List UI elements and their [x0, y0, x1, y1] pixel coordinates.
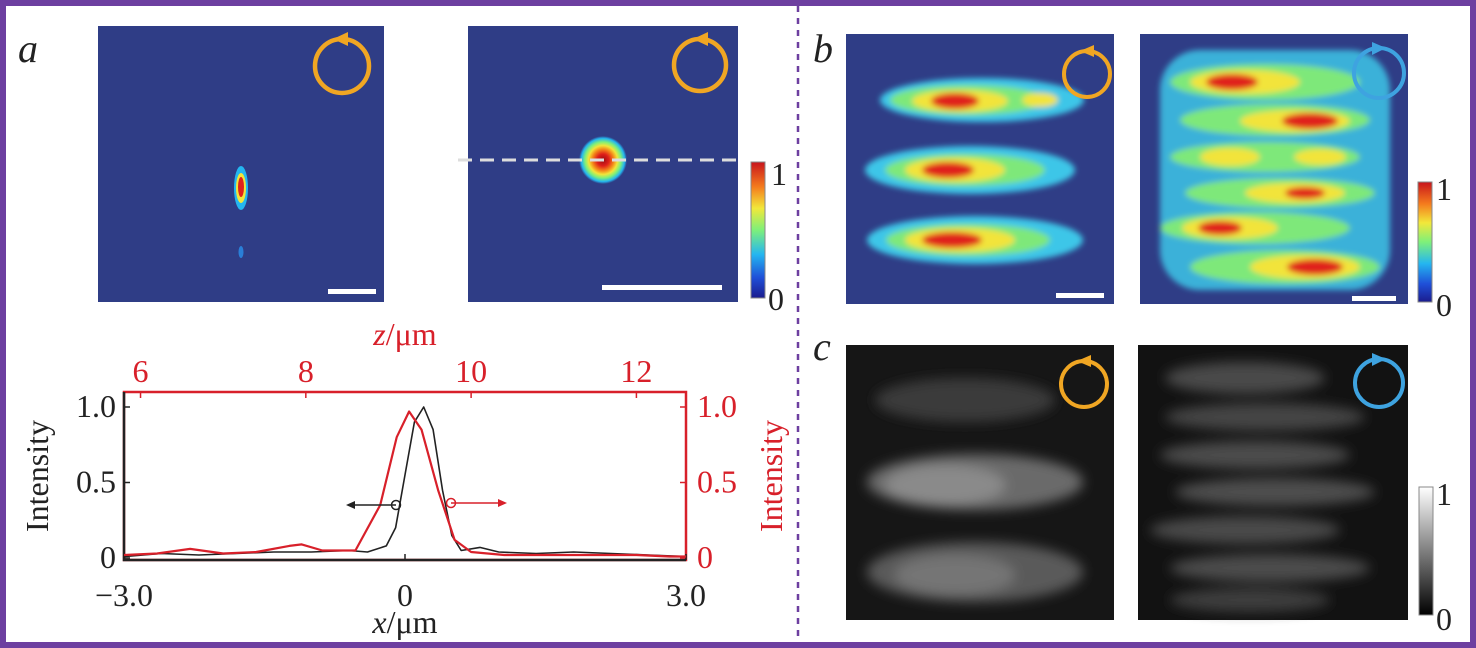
bottom-axis-label: x/μm: [371, 604, 437, 640]
right-axis-label: Intensity: [753, 420, 789, 532]
image-c1: [846, 345, 1114, 620]
line-chart: z/μm 6 8 10 12 1.00.50 1.00.50 −3.0 0 3.0 Int…: [19, 316, 789, 640]
top-tick-label: 12: [620, 353, 652, 389]
right-tick-label: 1.0: [697, 388, 737, 424]
panel-label-b: b: [813, 26, 833, 71]
colorbar-min-label: 0: [1436, 287, 1452, 323]
left-handed-circular-icon: [671, 32, 729, 94]
left-tick-label: 0: [100, 539, 116, 575]
top-tick-labels: 6 8 10 12: [133, 353, 652, 398]
series-line-red: [123, 410, 686, 558]
top-tick-label: 10: [455, 353, 487, 389]
left-handed-circular-icon: [312, 32, 372, 96]
colorbar-max-label: 1: [1436, 171, 1452, 207]
left-tick-label: 1.0: [76, 388, 116, 424]
black-axis-indicator: [346, 499, 402, 511]
image-c2: [1138, 345, 1408, 620]
panel-label-a: a: [18, 26, 38, 71]
panel-label-c: c: [813, 324, 831, 369]
bottom-tick-label: 0: [397, 577, 413, 613]
bottom-tick-label: −3.0: [95, 577, 153, 613]
right-tick-label: 0: [697, 539, 713, 575]
map-a2: [458, 26, 738, 302]
map-b2: [1140, 34, 1408, 304]
colorbar-max-label: 1: [771, 156, 787, 192]
scale-bar: [1352, 296, 1396, 301]
series-line-black: [123, 406, 687, 558]
colorbar-min-label: 0: [768, 281, 784, 317]
left-handed-circular-icon: [1059, 355, 1109, 409]
left-tick-labels: 1.0 0.5 0: [76, 388, 130, 575]
top-axis-label: z/μm: [372, 316, 437, 352]
colorbar-min-label: 0: [1436, 601, 1452, 637]
left-handed-circular-icon: [1062, 45, 1112, 99]
right-tick-labels: 1.0 0.5 0: [680, 388, 737, 575]
red-axis-indicator: [445, 497, 507, 509]
left-tick-label: 0.5: [76, 464, 116, 500]
colorbar-c: 1 0: [1418, 476, 1452, 637]
colorbar-a: 1 0: [750, 156, 787, 317]
colorbar-b: 1 0: [1417, 171, 1452, 323]
top-tick-label: 8: [298, 353, 314, 389]
scale-bar: [602, 285, 722, 290]
right-tick-label: 0.5: [697, 464, 737, 500]
right-handed-circular-icon: [1353, 353, 1405, 409]
right-handed-circular-icon: [1352, 42, 1406, 100]
colorbar-max-label: 1: [1436, 476, 1452, 512]
left-axis-label: Intensity: [19, 420, 55, 532]
top-tick-label: 6: [133, 353, 149, 389]
scale-bar: [1056, 293, 1104, 298]
scale-bar: [328, 289, 376, 294]
bottom-tick-label: 3.0: [666, 577, 706, 613]
map-b1: [846, 34, 1114, 304]
bottom-tick-labels: −3.0 0 3.0: [95, 554, 706, 613]
map-a1: [98, 26, 384, 302]
